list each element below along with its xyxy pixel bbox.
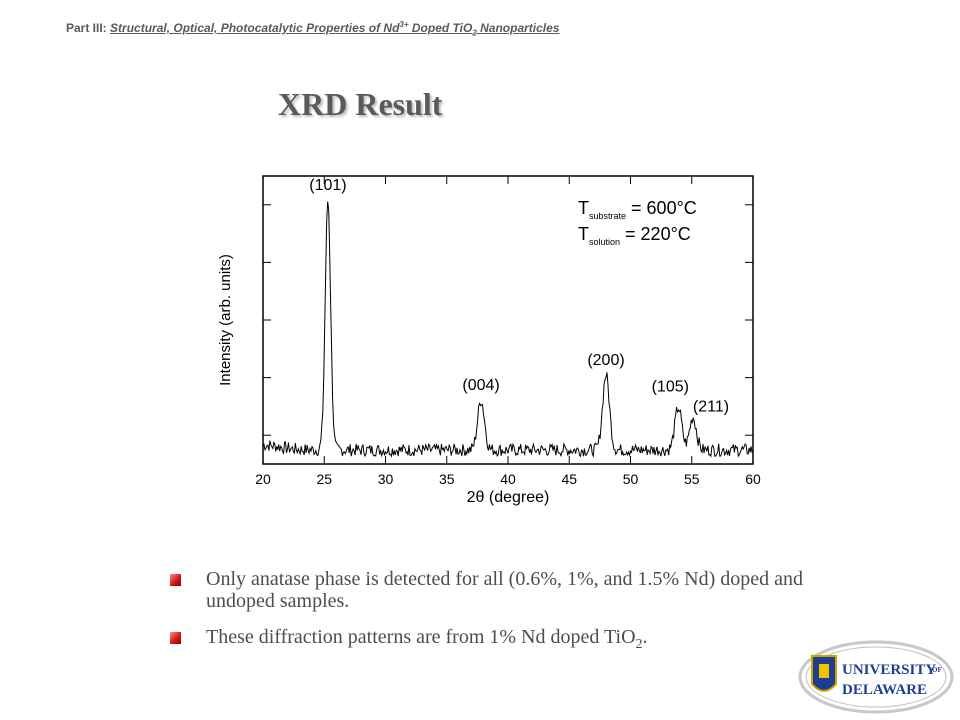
x-tick-label: 40 [500, 471, 516, 487]
x-tick-label: 50 [623, 471, 639, 487]
bullet-item-anatase: Only anatase phase is detected for all (… [170, 568, 850, 612]
xrd-pattern-line [262, 201, 754, 458]
bullet-marker-icon [170, 632, 181, 644]
peak-label: (211) [693, 399, 729, 416]
x-tick-labels: 20 25 30 35 40 45 50 55 60 [255, 471, 761, 487]
section-header: Part III: Structural, Optical, Photocata… [66, 20, 559, 37]
x-tick-label: 60 [745, 471, 761, 487]
plot-frame [262, 175, 754, 465]
solution-temp-annotation: Tsolution = 220°C [578, 224, 691, 247]
x-tick-label: 20 [255, 471, 271, 487]
x-tick-label: 55 [684, 471, 700, 487]
header-topic: Structural, Optical, Photocatalytic Prop… [110, 20, 560, 38]
peak-label: (105) [652, 379, 689, 396]
slide-title: XRD Result [278, 86, 443, 122]
x-axis-label: 2θ (degree) [467, 489, 550, 506]
substrate-temp-annotation: Tsubstrate = 600°C [578, 198, 697, 221]
peak-label: (200) [587, 352, 624, 369]
bullet-list: Only anatase phase is detected for all (… [170, 568, 850, 670]
svg-text:DELAWARE: DELAWARE [842, 682, 927, 698]
xrd-chart: 20 25 30 35 40 45 50 55 60 2θ (degree) Intensity… [217, 175, 761, 506]
bullet-item-sample: These diffraction patterns are from 1% N… [170, 626, 850, 656]
svg-text:OF: OF [932, 666, 942, 674]
bullet-marker-icon [170, 574, 181, 586]
university-logo: UNIVERSITY OF DELAWARE [798, 640, 954, 714]
peak-label: (004) [462, 377, 499, 394]
x-tick-label: 45 [561, 471, 577, 487]
x-tick-label: 35 [439, 471, 455, 487]
x-tick-label: 25 [316, 471, 332, 487]
y-axis-label: Intensity (arb. units) [217, 254, 234, 386]
peak-labels: (101) (004) (200) (105)(211) [309, 177, 729, 416]
axis-ticks [262, 176, 754, 464]
svg-text:UNIVERSITY: UNIVERSITY [842, 662, 936, 678]
x-tick-label: 30 [378, 471, 394, 487]
condition-annotations: Tsubstrate = 600°C Tsolution = 220°C [578, 198, 697, 247]
peak-label: (101) [309, 177, 346, 194]
header-label: Part III: [66, 21, 107, 35]
